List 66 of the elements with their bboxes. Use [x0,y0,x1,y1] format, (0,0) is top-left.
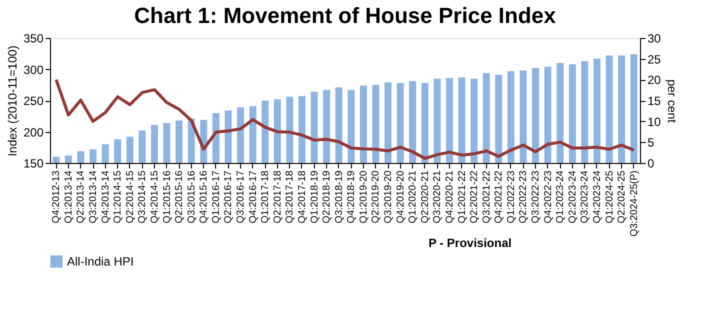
x-tick-label: Q3:2017-18 [284,170,296,224]
x-tick-label: Q2:2023-24 [567,170,578,224]
x-tick-label: Q3:2016-17 [236,170,247,224]
x-tick-label: Q2:2018-19 [322,170,333,224]
y2-axis-title: per cent [664,79,679,124]
x-tick-label: Q3:2024-25(P) [628,170,640,237]
chart-title: Chart 1: Movement of House Price Index [134,3,557,28]
x-tick-label: Q2:2017-18 [272,170,284,224]
x-tick-label: Q2:2019-20 [370,170,382,224]
x-tick-label: Q2:2020-21 [420,170,431,224]
y-tick-label: 350 [23,32,44,46]
x-tick-label: Q2:2021-22 [469,170,480,224]
x-tick-label: Q3:2020-21 [432,170,444,224]
x-tick-label: Q1:2022-23 [506,170,517,224]
x-tick-label: Q1:2021-22 [456,170,468,224]
x-tick-label: Q3:2014-15 [137,170,148,224]
x-tick-label: Q4:2013-14 [100,170,112,224]
y2-tick-label: 25 [648,52,662,66]
x-tick-label: Q2:2014-15 [124,170,136,224]
x-tick-label: Q4:2021-22 [494,170,505,224]
x-tick-label: Q2:2013-14 [76,170,87,224]
x-tick-label: Q4:2023-24 [592,170,603,224]
x-tick-label: Q1:2015-16 [162,170,173,224]
x-tick-label: Q4:2020-21 [444,170,456,224]
x-tick-label: Q1:2019-20 [358,170,370,224]
x-tick-label: Q2:2022-23 [518,170,530,224]
x-tick-label: Q3:2015-16 [186,170,198,224]
x-tick-label: Q4:2018-19 [346,170,358,224]
x-tick-label: Q1:2024-25 [604,170,616,224]
x-tick-label: Q3:2023-24 [580,170,591,224]
legend-label: All-India HPI [67,254,134,268]
x-tick-label: Q3:2019-20 [383,170,394,224]
y2-tick-label: 5 [648,136,654,150]
x-tick-label: Q4:2012-13 [51,170,62,224]
y-tick-label: 200 [23,125,44,140]
y2-tick-label: 0 [648,156,654,170]
x-tick-label: Q1:2023-24 [555,170,566,224]
y-tick-label: 250 [23,94,44,108]
x-tick-label: Q3:2013-14 [88,170,100,224]
y2-tick-label: 10 [648,114,662,129]
x-tick-label: Q1:2013-14 [63,170,74,224]
x-tick-label: Q4:2019-20 [395,170,406,224]
x-tick-label: Q2:2024-25 [616,170,628,224]
x-tick-label: Q1:2017-18 [260,170,272,224]
x-tick-label: Q1:2020-21 [408,170,419,224]
y-tick-label: 150 [23,156,44,170]
x-tick-label: Q1:2014-15 [112,170,124,224]
x-tick-label: Q3:2021-22 [481,170,492,224]
line-series [54,78,636,160]
x-tick-label: Q4:2015-16 [198,170,210,224]
y-axis-title: Index (2010-11=100) [5,46,20,156]
y2-tick-label: 15 [648,94,662,108]
x-tick-label: Q4:2017-18 [296,170,308,224]
x-tick-label: Q2:2016-17 [223,170,234,224]
x-tick-label: Q4:2022-23 [542,170,554,224]
x-tick-label: Q1:2016-17 [210,170,222,224]
x-tick-label: Q4:2016-17 [248,170,259,224]
y-tick-label: 300 [23,62,44,77]
x-tick-label: Q4:2014-15 [149,170,160,224]
y2-tick-label: 20 [648,73,662,88]
y2-tick-label: 30 [648,32,662,46]
x-tick-label: Q3:2022-23 [530,170,542,224]
x-tick-label: Q1:2018-19 [309,170,320,224]
x-tick-label: Q2:2015-16 [174,170,186,224]
text: P - Provisional [428,236,512,250]
x-tick-label: Q3:2018-19 [334,170,345,224]
